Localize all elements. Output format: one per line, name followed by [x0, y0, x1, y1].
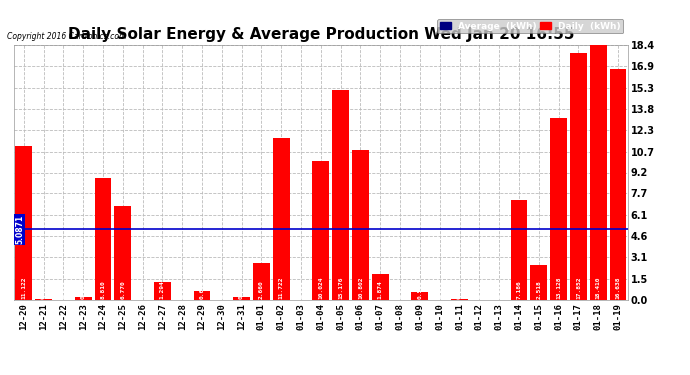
Bar — [411, 292, 428, 300]
Text: 0.000: 0.000 — [61, 280, 66, 299]
Text: 16.638: 16.638 — [615, 277, 620, 299]
Text: 18.410: 18.410 — [595, 277, 601, 299]
Text: 0.000: 0.000 — [219, 280, 224, 299]
Bar — [590, 45, 607, 300]
Text: 2.518: 2.518 — [536, 280, 541, 299]
Bar — [372, 274, 388, 300]
Bar — [95, 178, 111, 300]
Text: 11.722: 11.722 — [279, 277, 284, 299]
Text: 0.000: 0.000 — [397, 280, 402, 299]
Text: 17.852: 17.852 — [576, 277, 581, 299]
Bar — [273, 138, 290, 300]
Bar — [233, 297, 250, 300]
Bar — [35, 299, 52, 300]
Bar — [511, 200, 527, 300]
Bar — [451, 299, 468, 300]
Text: 0.046: 0.046 — [457, 280, 462, 299]
Text: 0.000: 0.000 — [299, 280, 304, 299]
Bar — [352, 150, 369, 300]
Text: 15.176: 15.176 — [338, 277, 343, 299]
Text: 0.044: 0.044 — [41, 280, 46, 299]
Bar — [570, 53, 586, 300]
Text: 2.660: 2.660 — [259, 280, 264, 299]
Text: 0.186: 0.186 — [81, 280, 86, 299]
Bar — [531, 265, 547, 300]
Text: 0.000: 0.000 — [179, 280, 185, 299]
Bar — [75, 297, 92, 300]
Bar — [115, 206, 131, 300]
Bar — [313, 161, 329, 300]
Text: 8.810: 8.810 — [101, 280, 106, 299]
Text: 7.186: 7.186 — [516, 280, 522, 299]
Text: 5.0871: 5.0871 — [15, 215, 24, 244]
Bar — [15, 146, 32, 300]
Text: 0.206: 0.206 — [239, 280, 244, 299]
Text: 0.652: 0.652 — [199, 280, 204, 299]
Bar — [550, 118, 567, 300]
Bar — [154, 282, 171, 300]
Bar — [333, 90, 349, 300]
Text: 0.000: 0.000 — [497, 280, 502, 299]
Text: 0.000: 0.000 — [140, 280, 145, 299]
Text: 6.770: 6.770 — [120, 280, 126, 299]
Text: 0.566: 0.566 — [417, 280, 422, 299]
Text: 1.874: 1.874 — [378, 280, 383, 299]
Text: 10.802: 10.802 — [358, 277, 363, 299]
Title: Daily Solar Energy & Average Production Wed Jan 20 16:55: Daily Solar Energy & Average Production … — [68, 27, 574, 42]
Text: 13.128: 13.128 — [556, 277, 561, 299]
Text: 1.294: 1.294 — [160, 280, 165, 299]
Bar — [609, 69, 627, 300]
Bar — [194, 291, 210, 300]
Bar — [253, 263, 270, 300]
Legend: Average  (kWh), Daily  (kWh): Average (kWh), Daily (kWh) — [437, 19, 623, 33]
Text: 0.000: 0.000 — [437, 280, 442, 299]
Text: 10.024: 10.024 — [318, 277, 324, 299]
Text: Copyright 2016 Cartronics.com: Copyright 2016 Cartronics.com — [7, 32, 126, 41]
Text: 11.122: 11.122 — [21, 277, 26, 299]
Text: 0.000: 0.000 — [477, 280, 482, 299]
